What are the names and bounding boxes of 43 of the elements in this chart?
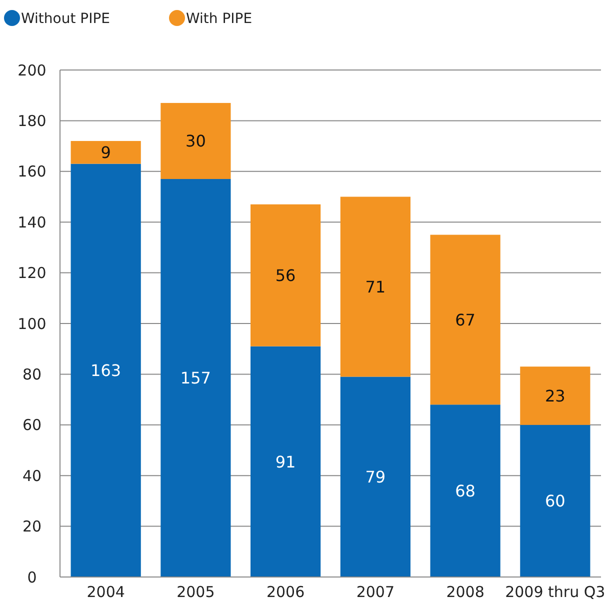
y-tick-label: 160 (18, 162, 46, 181)
bar (250, 346, 321, 577)
bar (340, 196, 410, 377)
y-tick-label: 200 (18, 61, 46, 80)
bar (520, 424, 590, 577)
x-tick-label: 2004 (86, 583, 125, 601)
x-tick-label: 2008 (446, 583, 484, 601)
data-label: 60 (544, 492, 566, 511)
x-tick-label: 2006 (266, 583, 305, 601)
y-tick-label: 80 (22, 365, 42, 384)
data-label: 68 (455, 481, 476, 500)
data-label: 157 (180, 368, 211, 388)
data-label: 67 (455, 310, 476, 330)
data-label: 79 (365, 467, 386, 486)
bar (250, 204, 321, 346)
y-tick-label: 100 (18, 314, 46, 333)
data-label: 163 (90, 360, 122, 380)
data-label: 23 (544, 386, 566, 406)
bar (340, 376, 410, 577)
bar (160, 102, 231, 180)
y-tick-label: 180 (18, 112, 46, 130)
legend-label: With PIPE (186, 10, 252, 27)
bar (160, 179, 231, 577)
bar (70, 140, 141, 164)
data-label: 91 (275, 452, 296, 472)
bar (430, 234, 500, 405)
x-tick-label: 2005 (176, 583, 215, 601)
x-tick-label: 2007 (356, 583, 395, 601)
bar (520, 366, 590, 425)
bar (70, 164, 141, 577)
y-tick-label: 0 (27, 568, 37, 586)
legend-label: Without PIPE (21, 10, 110, 27)
y-tick-label: 140 (18, 213, 46, 232)
y-tick-label: 40 (22, 466, 42, 485)
y-tick-label: 20 (22, 518, 42, 536)
data-label: 56 (275, 266, 296, 285)
x-tick-label: 2009 thru Q3 (505, 583, 606, 601)
data-label: 71 (365, 277, 386, 296)
data-label: 9 (100, 142, 111, 162)
y-tick-label: 60 (22, 416, 42, 434)
y-tick-label: 120 (18, 264, 46, 282)
bar (430, 404, 500, 577)
data-label: 30 (186, 132, 206, 151)
